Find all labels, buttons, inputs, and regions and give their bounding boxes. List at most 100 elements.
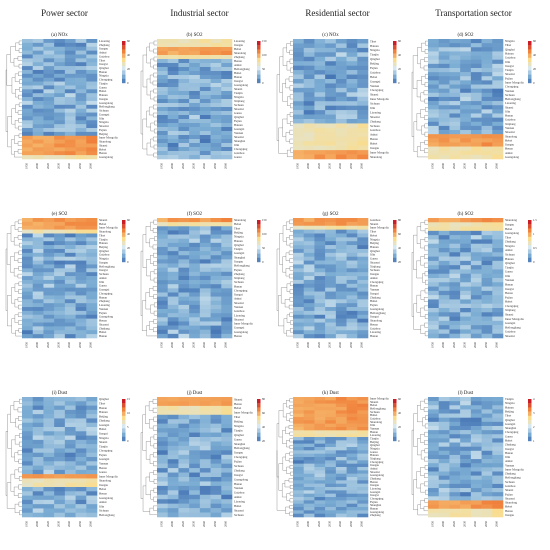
heatmap-cell: [75, 85, 87, 90]
heatmap-cell: [293, 510, 305, 514]
heatmap-cell: [43, 97, 55, 102]
heatmap-cell: [43, 50, 55, 55]
heatmap-cell: [221, 503, 233, 509]
heatmap-cell: [22, 50, 34, 55]
heatmap-cell: [346, 334, 358, 339]
heatmap-cell: [293, 92, 305, 98]
heatmap-cell: [64, 131, 76, 137]
colorbar-segment: [393, 220, 397, 225]
heatmap-cell: [303, 264, 315, 269]
dendrogram-branch: [424, 219, 428, 225]
dendrogram-branch: [153, 496, 157, 502]
heatmap-cell: [32, 482, 44, 488]
x-tick-label: 1950: [24, 342, 28, 349]
heatmap-cell: [481, 401, 493, 406]
heatmap-cell: [303, 291, 315, 296]
row-label: Heilongjiang: [505, 476, 521, 480]
heatmap-cell: [43, 100, 55, 106]
heatmap-cell: [303, 221, 315, 227]
heatmap-cell: [189, 107, 201, 112]
heatmap-cell: [22, 128, 34, 133]
heatmap-cell: [438, 479, 450, 485]
heatmap-cell: [481, 320, 493, 326]
row-label: Chongqing: [99, 291, 113, 295]
heatmap-cell: [346, 145, 358, 151]
heatmap-cell: [210, 494, 222, 500]
heatmap-cell: [189, 67, 201, 72]
heatmap-cell: [167, 410, 179, 416]
row-label: Jiangsu: [370, 483, 380, 487]
heatmap-cell: [438, 459, 450, 464]
heatmap-cell: [157, 472, 169, 478]
heatmap-cell: [293, 450, 305, 454]
heatmap-cell: [314, 497, 326, 501]
heatmap-cell: [167, 79, 179, 84]
colorbar-tick-label: 3: [533, 411, 535, 415]
heatmap-cell: [492, 320, 504, 326]
dendrogram-branch: [6, 54, 12, 86]
heatmap-cell: [32, 487, 44, 492]
row-label: Chongqing: [370, 497, 384, 501]
heatmap-cell: [357, 318, 369, 323]
x-tick-label: 2040: [473, 342, 477, 349]
heatmap-cell: [449, 312, 461, 317]
heatmap-cell: [346, 218, 358, 223]
heatmap-cell: [210, 139, 222, 144]
heatmap-cell: [293, 330, 305, 335]
row-label: Jilin: [370, 253, 376, 257]
heatmap-cell: [75, 46, 87, 51]
heatmap-cell: [428, 269, 440, 275]
heatmap-cell: [157, 55, 169, 60]
x-tick-label: 2050: [484, 342, 488, 349]
heatmap-cell: [43, 478, 55, 484]
heatmap-cell: [157, 222, 169, 227]
heatmap-cell: [346, 256, 358, 261]
heatmap-cell: [22, 326, 34, 331]
heatmap-cell: [75, 54, 87, 59]
heatmap-cell: [293, 52, 305, 58]
heatmap-cell: [210, 508, 222, 513]
heatmap-cell: [449, 421, 461, 427]
heatmap-cell: [346, 500, 358, 504]
heatmap-cell: [314, 467, 326, 471]
heatmap-cell: [43, 499, 55, 505]
heatmap-cell: [335, 279, 347, 285]
dendrogram-branch: [424, 140, 428, 145]
heatmap-cell: [303, 507, 315, 511]
heatmap-cell: [481, 508, 493, 514]
heatmap-cell: [325, 322, 337, 327]
heatmap-cell: [314, 453, 326, 458]
heatmap-cell: [64, 499, 76, 505]
heatmap-cell: [481, 117, 493, 123]
colorbar-segment: [122, 220, 126, 225]
colorbar-segment: [528, 257, 532, 263]
heatmap-cell: [157, 43, 169, 48]
heatmap-cell: [314, 314, 326, 319]
heatmap-cell: [54, 469, 66, 475]
heatmap-cell: [43, 508, 55, 514]
heatmap-cell: [86, 58, 98, 63]
heatmap-cell: [75, 229, 87, 234]
heatmap-cell: [32, 264, 44, 269]
x-tick-label: 2040: [67, 521, 71, 528]
heatmap-cell: [293, 101, 305, 106]
heatmap-cell: [314, 307, 326, 312]
heatmap-cell: [481, 454, 493, 460]
heatmap-cell: [54, 77, 66, 82]
row-label: Anhui: [99, 500, 107, 504]
x-tick-label: 2030: [57, 521, 61, 528]
heatmap-cell: [470, 405, 482, 410]
heatmap-cell: [210, 414, 222, 420]
colorbar-segment: [393, 53, 397, 58]
colorbar-segment: [257, 249, 261, 254]
heatmap-cell: [428, 463, 440, 468]
heatmap-cell: [428, 63, 440, 69]
heatmap-cell: [470, 471, 482, 476]
heatmap-cell: [178, 79, 190, 84]
heatmap-cell: [189, 242, 201, 248]
heatmap-cell: [43, 295, 55, 300]
heatmap-cell: [481, 226, 493, 232]
heatmap-cell: [428, 295, 440, 300]
heatmap-cell: [178, 127, 190, 132]
heatmap-cell: [470, 142, 482, 147]
